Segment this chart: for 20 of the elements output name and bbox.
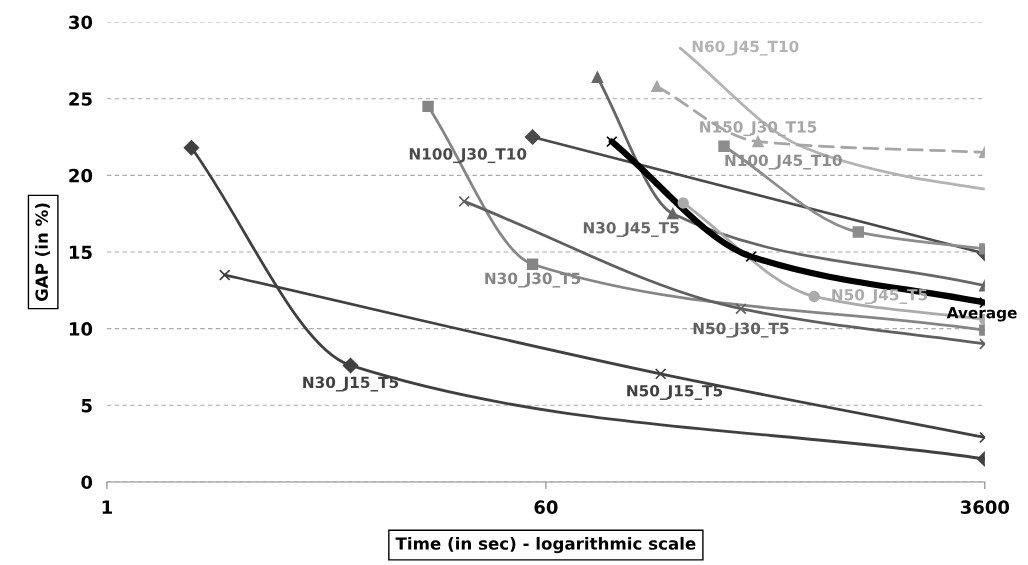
x-axis-title: Time (in sec) - logarithmic scale xyxy=(395,536,696,554)
y-tick-label: 15 xyxy=(69,245,92,260)
series-label: N60_J45_T10 xyxy=(692,40,799,56)
y-tick-label: 10 xyxy=(69,322,93,336)
y-tick-label: 30 xyxy=(69,15,93,30)
series-label: Average xyxy=(946,307,1017,322)
series-label: N30_J30_T5 xyxy=(485,272,581,288)
y-tick-label: 20 xyxy=(69,168,93,183)
y-tick-label: 0 xyxy=(81,475,93,490)
series-label: N50_J45_T5 xyxy=(832,288,928,304)
series-label: N50_J15_T5 xyxy=(627,384,723,400)
y-tick-label: 25 xyxy=(69,92,92,106)
x-tick-label: 1 xyxy=(102,500,112,514)
x-tick-label: 3600 xyxy=(960,500,1010,514)
series-label: N50_J30_T5 xyxy=(693,322,789,338)
series-label: N30_J45_T5 xyxy=(583,222,679,237)
y-axis-title: GAP (in %) xyxy=(35,203,50,302)
y-tick-label: 5 xyxy=(81,398,92,413)
series-label: N30_J15_T5 xyxy=(303,376,399,392)
x-tick-label: 60 xyxy=(534,500,558,514)
